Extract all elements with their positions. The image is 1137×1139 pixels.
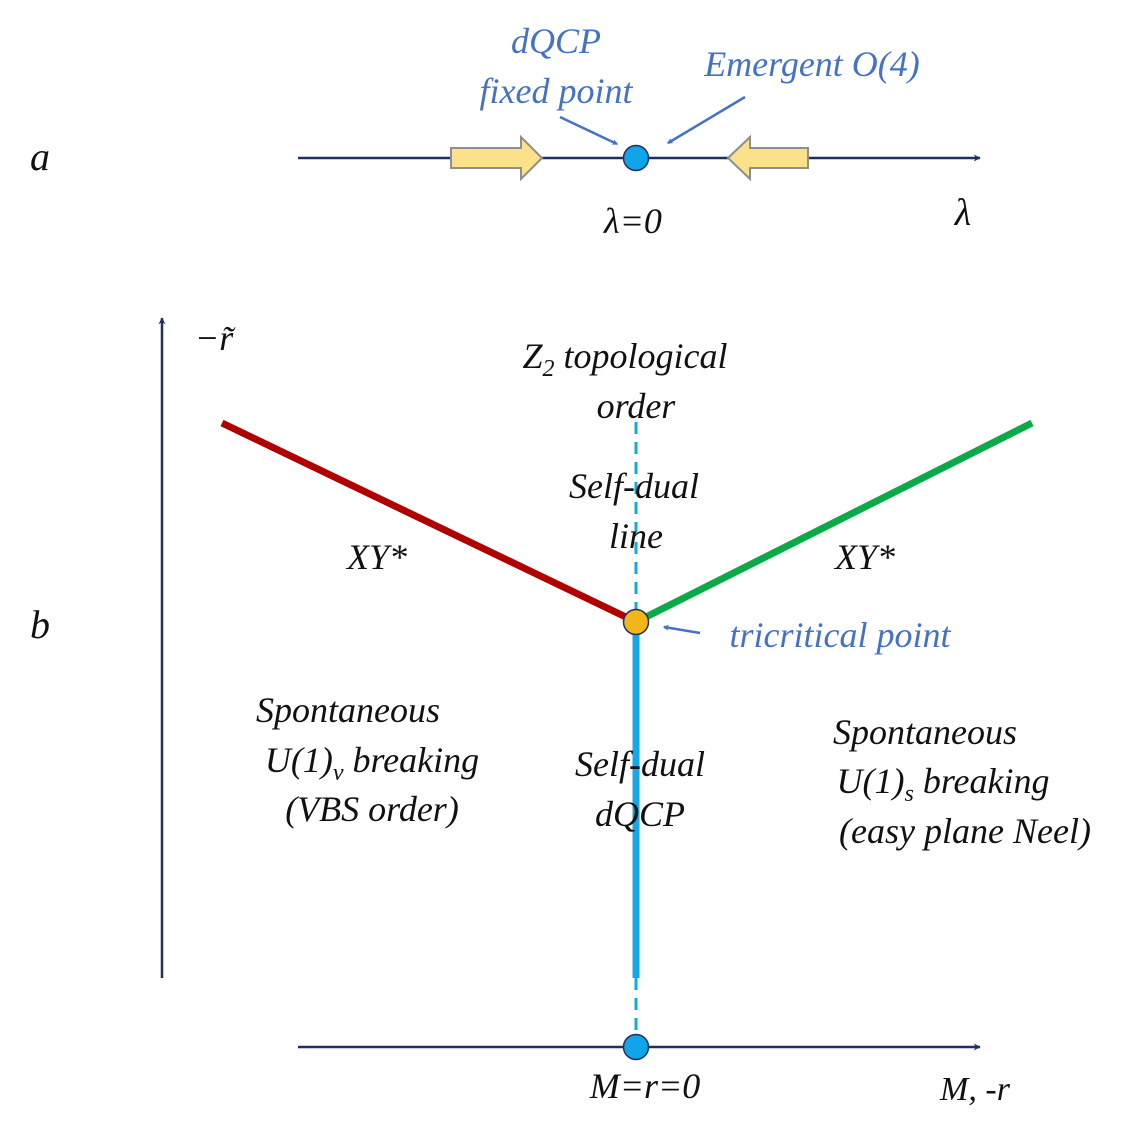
vbs-label-line1: Spontaneous [256,690,440,730]
dqcp-pointer-arrow [559,115,619,146]
fixed-point-label-line2: fixed point [480,71,634,111]
neel-label-line2: U(1)s breaking [837,761,1050,807]
z2-label-line2: order [597,386,677,426]
neel-u1: U(1) [837,761,905,801]
xy-star-right-label: XY* [833,537,895,577]
neel-subscript: s [905,781,914,807]
emergent-o4-label: Emergent O(4) [703,44,920,84]
fixed-point-marker [622,144,650,172]
panel-a-label: a [30,134,50,179]
tricritical-pointer-arrow [662,624,701,635]
flow-arrow-right [450,134,544,182]
vbs-breaking: breaking [344,740,480,780]
neel-label-line3: (easy plane Neel) [839,811,1091,851]
neel-xy-boundary [638,419,1034,624]
z2-subscript: 2 [543,356,555,382]
self-dual-dqcp-label-line1: Self-dual [575,744,705,784]
vbs-subscript: v [333,760,344,786]
flow-arrow-left [726,134,809,182]
origin-marker [622,1033,650,1061]
origin-label: M=r=0 [589,1066,701,1106]
tricritical-point-marker [622,608,650,636]
vbs-label-line3: (VBS order) [285,789,459,829]
self-dual-dqcp-label-line2: dQCP [595,794,685,834]
xy-star-left-label: XY* [345,537,407,577]
z2-symbol: Z [522,336,543,376]
panel-b: b −r̃ M, -r M=r=0 Z2 topological order S… [30,317,1091,1108]
y-axis-label: −r̃ [195,318,236,358]
x-axis-label: M, -r [939,1071,1011,1108]
lambda-zero-label: λ=0 [603,201,662,241]
panel-a: a dQCP fixed point Emergent O(4) λ=0 λ [30,21,981,241]
z2-rest: topological [555,336,728,376]
fixed-point-label-line1: dQCP [511,21,601,61]
tricritical-point-label: tricritical point [730,615,952,655]
z2-label-line1: Z2 topological [522,336,727,382]
self-dual-line-label-line1: Self-dual [569,466,699,506]
neel-breaking: breaking [914,761,1050,801]
self-dual-line-label-line2: line [609,516,663,556]
lambda-axis-label: λ [954,192,971,234]
emergent-pointer-arrow [666,95,746,145]
neel-label-line1: Spontaneous [833,712,1017,752]
panel-b-label: b [30,602,50,647]
vbs-xy-boundary [220,419,634,624]
vbs-label-line2: U(1)v breaking [265,740,479,786]
vbs-u1: U(1) [265,740,333,780]
